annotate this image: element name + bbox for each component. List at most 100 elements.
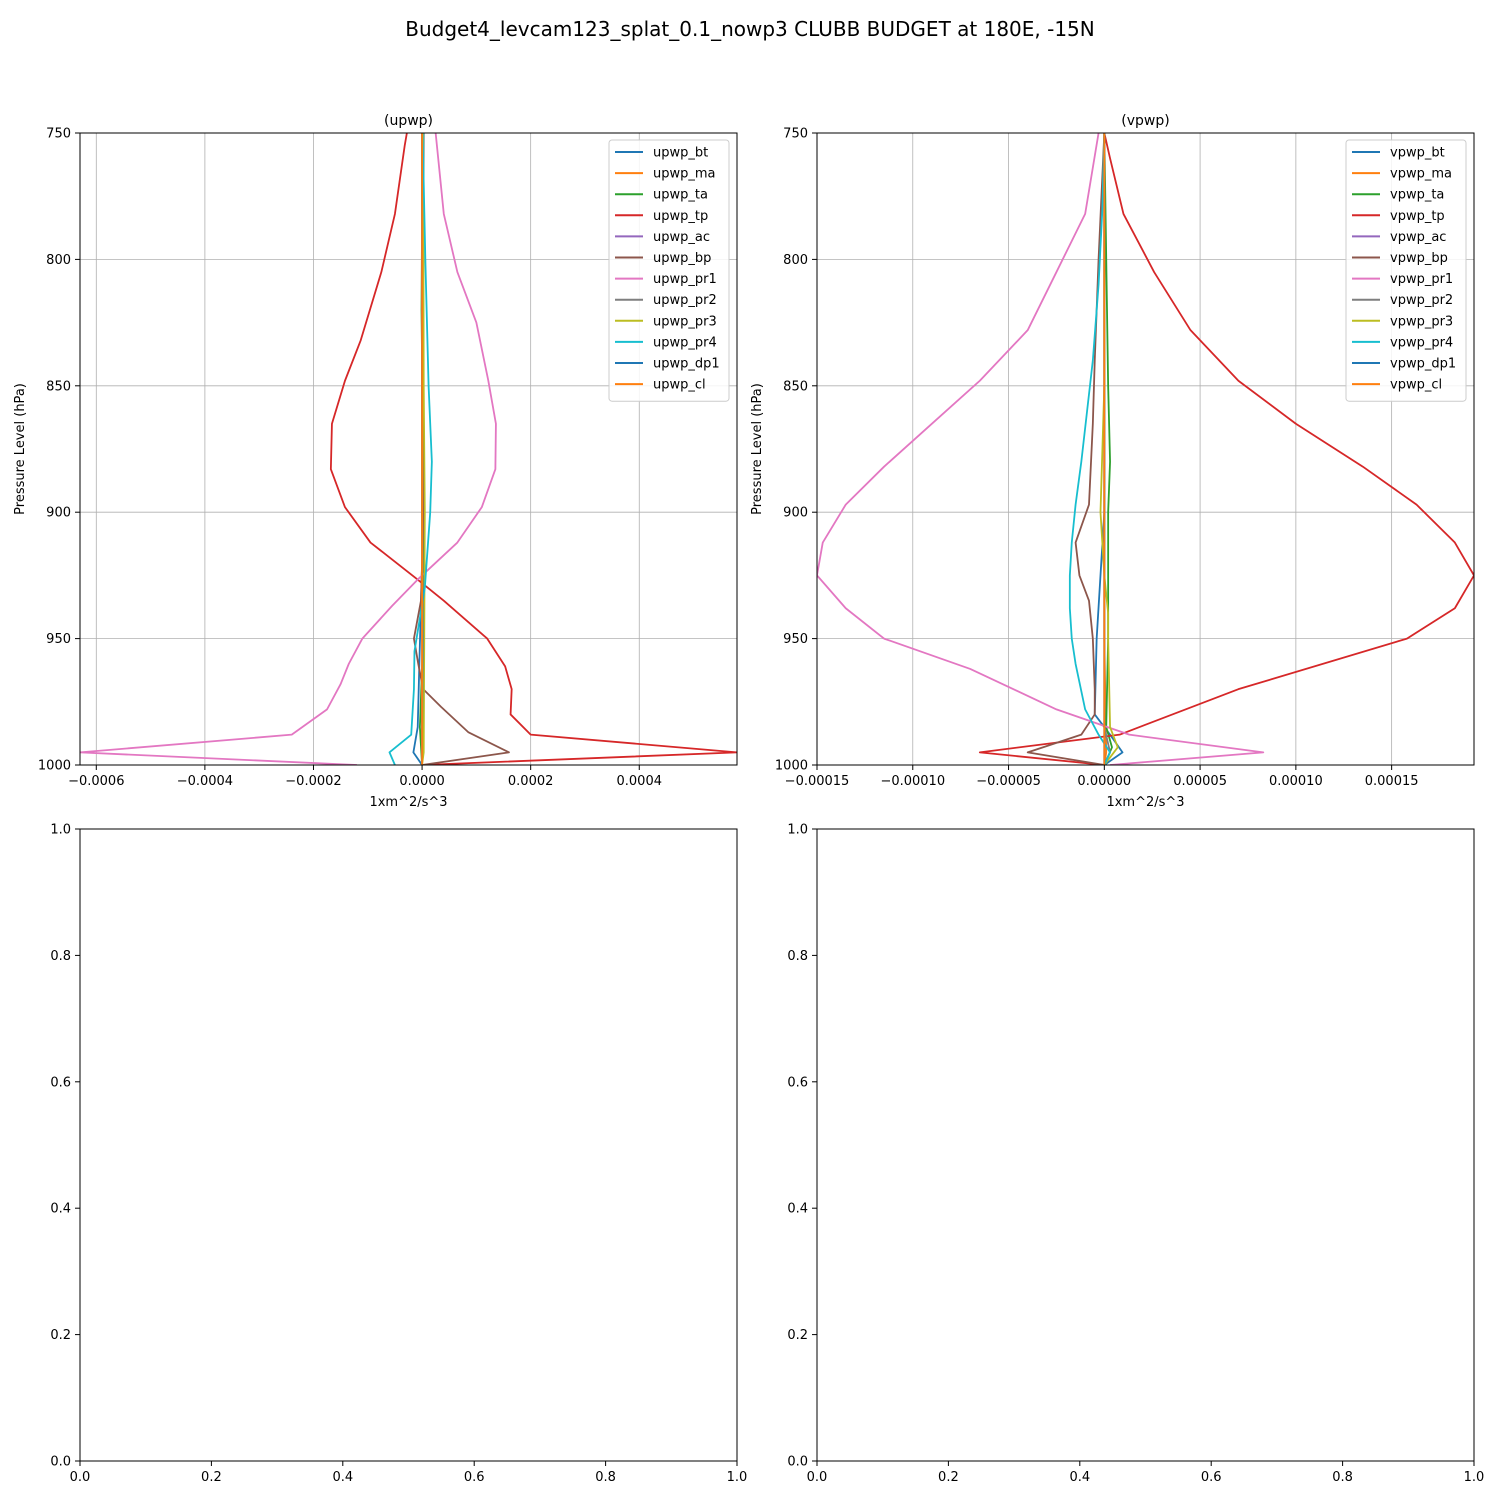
axes-frame [816,828,1475,1462]
legend-box [608,139,730,402]
x-tick-label: 0.00000 [1077,774,1131,789]
x-tick-label: 0.0000 [399,774,445,789]
x-tick-label: −0.00015 [785,774,850,789]
x-tick-label: 0.2 [201,1470,222,1485]
x-tick-label: 0.00015 [1365,774,1419,789]
legend-label: upwp_ta [653,188,708,203]
y-tick-label: 1.0 [787,823,808,838]
x-tick-label: 0.00005 [1173,774,1227,789]
y-tick-label: 800 [783,253,808,268]
legend-label: vpwp_bt [1390,146,1445,161]
legend-label: upwp_bt [653,146,708,161]
y-tick-label: 1000 [775,759,808,774]
x-axis-label: 1xm^2/s^3 [1106,795,1184,810]
x-tick-label: 0.6 [464,1470,485,1485]
x-tick-label: 0.4 [1069,1470,1090,1485]
x-tick-label: 0.6 [1201,1470,1222,1485]
x-tick-label: 1.0 [727,1470,748,1485]
x-tick-label: 0.0 [70,1470,91,1485]
y-tick-label: 950 [783,632,808,647]
y-tick-label: 850 [46,379,71,394]
series-line-vpwp_pr4 [1068,133,1111,765]
series-line-vpwp_tp [978,133,1474,765]
y-tick-label: 900 [783,506,808,521]
legend-label: vpwp_ta [1390,188,1444,203]
panel-title: (upwp) [384,113,433,129]
legend-label: upwp_pr4 [653,335,717,350]
legend-label: vpwp_pr3 [1390,314,1453,329]
x-tick-label: −0.0006 [68,774,124,789]
legend-label: vpwp_ac [1390,230,1446,245]
axes-frame [816,132,1475,766]
axes-frame [79,132,738,766]
y-tick-label: 0.4 [50,1202,71,1217]
legend-label: upwp_ac [653,230,710,245]
series-line-vpwp_pr3 [1099,133,1119,765]
legend-label: upwp_dp1 [653,357,720,372]
legend-label: vpwp_pr4 [1390,335,1453,350]
x-axis-label: 1xm^2/s^3 [369,795,447,810]
y-tick-label: 0.2 [50,1328,71,1343]
x-tick-label: 0.0004 [617,774,663,789]
panels-container: −0.0006 −0.0004 −0.0002 0.0000 0.0002 0.0004 7… [13,113,1484,1485]
x-tick-label: −0.0004 [177,774,233,789]
y-tick-label: 0.0 [50,1455,71,1470]
y-tick-label: 900 [46,506,71,521]
chart-panel-3: 0.0 0.2 0.4 0.6 0.8 1.0 0.0 0.2 0.4 0.6 0.8 1.0 [50,823,747,1486]
chart-panel-2: −0.00015 −0.00010 −0.00005 0.00000 0.00005 0.… [750,113,1475,810]
x-tick-label: −0.00005 [976,774,1041,789]
legend-box [1345,139,1467,402]
legend-label: upwp_pr3 [653,314,717,329]
chart-panel-1: −0.0006 −0.0004 −0.0002 0.0000 0.0002 0.0004 7… [13,113,738,810]
series-line-vpwp_bp [1026,133,1106,765]
legend: vpwp_bt vpwp_ma vpwp_ta vpwp_tp vpwp_ac vpwp_… [1345,139,1467,402]
y-axis-label: Pressure Level (hPa) [13,383,28,515]
series-line-vpwp_pr1 [817,133,1265,765]
x-tick-label: 1.0 [1464,1470,1485,1485]
axes-frame [79,828,738,1462]
legend-label: vpwp_dp1 [1390,357,1456,372]
y-tick-label: 950 [46,632,71,647]
y-tick-label: 750 [46,127,71,142]
chart-panel-4: 0.0 0.2 0.4 0.6 0.8 1.0 0.0 0.2 0.4 0.6 0.8 1.0 [787,823,1484,1486]
series-group [817,133,1474,765]
legend-label: vpwp_tp [1390,209,1445,224]
y-tick-label: 0.6 [787,1075,808,1090]
legend-label: upwp_bp [653,251,711,266]
legend-label: vpwp_pr1 [1390,272,1453,287]
legend-label: upwp_tp [653,209,708,224]
series-line-upwp_bp [413,133,510,765]
x-tick-label: 0.0002 [508,774,554,789]
series-line-upwp_tp [329,133,737,765]
legend-label: vpwp_pr2 [1390,293,1453,308]
series-line-upwp_pr4 [388,133,433,765]
x-tick-label: 0.2 [938,1470,959,1485]
legend-label: upwp_ma [653,167,716,182]
y-tick-label: 850 [783,379,808,394]
y-tick-label: 1000 [38,759,71,774]
y-tick-label: 0.0 [787,1455,808,1470]
figure-suptitle: Budget4_levcam123_splat_0.1_nowp3 CLUBB … [405,17,1095,41]
series-group [80,133,737,765]
x-tick-label: 0.00010 [1269,774,1323,789]
series-line-upwp_pr1 [80,133,497,765]
x-tick-label: 0.0 [807,1470,828,1485]
y-tick-label: 750 [783,127,808,142]
y-tick-label: 1.0 [50,823,71,838]
y-tick-label: 800 [46,253,71,268]
y-axis-label: Pressure Level (hPa) [750,383,765,515]
y-tick-label: 0.6 [50,1075,71,1090]
y-tick-label: 0.4 [787,1202,808,1217]
legend: upwp_bt upwp_ma upwp_ta upwp_tp upwp_ac upwp_… [608,139,730,402]
legend-label: upwp_pr1 [653,272,717,287]
x-tick-label: 0.4 [332,1470,353,1485]
legend-label: upwp_pr2 [653,293,717,308]
legend-label: vpwp_ma [1390,167,1452,182]
series-line-vpwp_ta [1103,133,1113,765]
x-tick-label: −0.0002 [285,774,341,789]
x-tick-label: −0.00010 [880,774,945,789]
y-tick-label: 0.8 [50,949,71,964]
series-line-upwp_pr3 [421,133,426,765]
x-tick-label: 0.8 [1332,1470,1353,1485]
